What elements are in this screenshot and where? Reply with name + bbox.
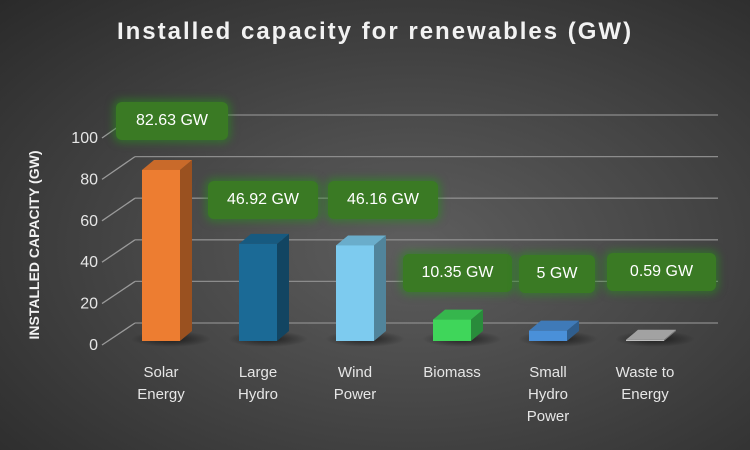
bar-side — [471, 309, 483, 341]
x-tick-label: Large Hydro — [208, 362, 308, 406]
x-tick-label-line: Wind — [337, 364, 373, 381]
data-label: 0.59 GW — [607, 253, 716, 291]
x-tick-label: Waste to Energy — [595, 362, 695, 406]
y-tick-label: 20 — [80, 296, 98, 313]
x-tick-label-line: Large — [238, 364, 278, 381]
bar-side — [664, 329, 676, 341]
y-tick-label: 100 — [71, 130, 98, 147]
bar-side — [180, 159, 192, 341]
data-label: 46.92 GW — [208, 181, 318, 219]
bar-top — [239, 233, 289, 244]
gridline-depth — [101, 322, 136, 346]
data-label: 5 GW — [519, 255, 595, 293]
x-tick-label: Biomass — [402, 362, 502, 384]
data-label: 10.35 GW — [403, 254, 512, 292]
x-tick-label: Wind Power — [305, 362, 405, 406]
x-tick-label-line: Waste to — [615, 364, 675, 381]
x-tick-label-line: Energy — [137, 386, 185, 403]
x-tick-label-line: Hydro — [237, 386, 278, 403]
y-tick-label: 60 — [80, 213, 98, 230]
x-tick-label-line: Energy — [621, 386, 669, 403]
x-tick-label-line: Hydro — [527, 386, 568, 403]
bar-top — [529, 320, 579, 331]
bar — [433, 319, 471, 341]
x-tick-label-line: Biomass — [423, 364, 481, 381]
y-tick-label: 0 — [89, 337, 98, 354]
bar-side — [277, 233, 289, 341]
x-tick-label-line: Small — [529, 364, 567, 381]
x-tick-label-line: Power — [333, 386, 377, 403]
x-tick-label-line: Power — [526, 408, 570, 425]
x-tick-label: Solar Energy — [111, 362, 211, 406]
y-tick-label: 80 — [80, 171, 98, 188]
bar — [142, 169, 180, 341]
bar-top — [626, 329, 676, 340]
bar-side — [374, 235, 386, 341]
gridline-depth — [101, 239, 136, 263]
chart-title: Installed capacity for renewables (GW) — [116, 18, 634, 45]
gridline-depth — [101, 280, 136, 305]
x-tick-label: Small Hydro Power — [498, 362, 598, 428]
x-tick-label-line: Solar — [143, 364, 179, 381]
bar — [336, 245, 374, 341]
data-label: 82.63 GW — [116, 102, 228, 140]
bar — [239, 243, 277, 341]
y-tick-label: 40 — [80, 254, 98, 271]
bar — [529, 330, 567, 341]
gridline-depth — [101, 197, 136, 222]
data-label: 46.16 GW — [328, 181, 438, 219]
bar — [626, 339, 664, 341]
bar-side — [567, 320, 579, 341]
gridline-depth — [101, 156, 136, 180]
bar-top — [433, 309, 483, 320]
bar-top — [142, 159, 192, 170]
bar-top — [336, 235, 386, 246]
